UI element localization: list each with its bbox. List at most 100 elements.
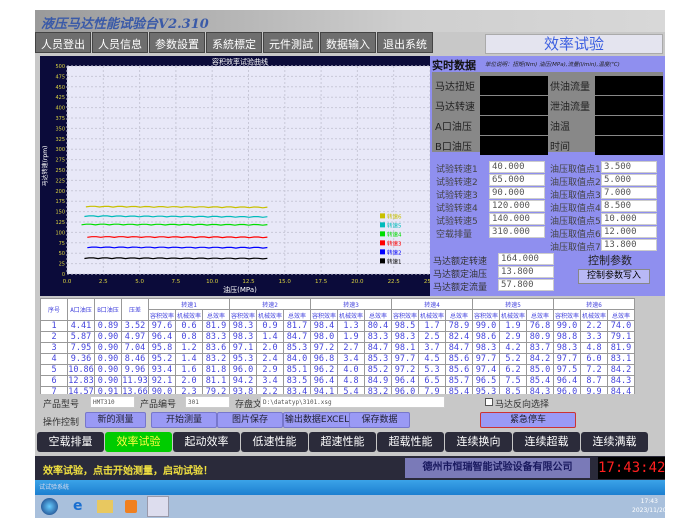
test-tab-3[interactable]: 低速性能 (241, 432, 308, 452)
y-tick-label: 0 (62, 272, 65, 278)
realtime-label: 油温 (550, 122, 570, 133)
test-tab-4[interactable]: 超速性能 (309, 432, 376, 452)
pressure-point-input[interactable]: 5.000 (601, 174, 657, 186)
op-button-0[interactable]: 新的测量 (85, 412, 146, 428)
test-tab-6[interactable]: 连续换向 (445, 432, 512, 452)
model-input[interactable]: HMT310 (90, 396, 135, 408)
y-tick-label: 75 (59, 241, 65, 247)
table-cell: 97.2 (391, 364, 419, 376)
sub-header: 总效率 (364, 309, 392, 321)
media-icon[interactable] (125, 500, 137, 513)
start-icon[interactable] (41, 498, 58, 515)
param-input[interactable]: 140.000 (489, 213, 545, 225)
pressure-point-input[interactable]: 8.500 (601, 200, 657, 212)
table-cell: 84.9 (364, 375, 392, 387)
menu-item-2[interactable]: 参数設置 (149, 32, 205, 53)
write-params-button[interactable]: 控制参数写入 (578, 269, 650, 284)
pressure-point-label: 油压取值点3 (550, 191, 601, 201)
param-input[interactable]: 40.000 (489, 161, 545, 173)
pressure-point-input[interactable]: 7.000 (601, 187, 657, 199)
table-cell: 83.6 (202, 342, 230, 354)
test-tab-8[interactable]: 连续满载 (581, 432, 648, 452)
table-cell: 84.7 (445, 342, 473, 354)
sub-header: 总效率 (607, 309, 635, 321)
param-input[interactable]: 65.000 (489, 174, 545, 186)
series-line-1 (84, 257, 268, 260)
table-cell: 98.4 (310, 320, 338, 332)
table-cell: 97.1 (229, 342, 257, 354)
table-cell: 85.4 (526, 375, 554, 387)
rated-label: 马达额定油压 (433, 270, 488, 280)
table-cell: 5.2 (499, 353, 527, 365)
op-button-2[interactable]: 图片保存 (217, 412, 283, 428)
test-tab-2[interactable]: 起动效率 (173, 432, 240, 452)
legend-label: 转速3 (387, 239, 402, 247)
rated-input[interactable]: 164.000 (498, 253, 554, 265)
rated-input[interactable]: 57.800 (498, 279, 554, 291)
table-cell: 98.3 (229, 331, 257, 343)
table-cell: 7.04 (121, 342, 149, 354)
sub-header: 机械效率 (256, 309, 284, 321)
realtime-label: A口油压 (435, 122, 472, 133)
rated-input[interactable]: 13.800 (498, 266, 554, 278)
op-button-3[interactable]: 输出数据EXCEL (283, 412, 351, 428)
op-button-1[interactable]: 开始测量 (151, 412, 217, 428)
table-cell: 76.8 (526, 320, 554, 332)
folder-icon[interactable] (97, 500, 113, 513)
table-cell: 84.2 (526, 353, 554, 365)
rated-label: 马达额定流量 (433, 283, 488, 293)
menu-item-4[interactable]: 元件測試 (263, 32, 319, 53)
table-cell: 1.6 (175, 364, 203, 376)
tray-date: 2023/11/20 (632, 507, 667, 514)
pressure-point-input[interactable]: 10.000 (601, 213, 657, 225)
table-cell: 0.90 (94, 375, 122, 387)
series-line-3 (87, 236, 268, 239)
table-cell: 98.1 (391, 342, 419, 354)
table-row: 4 9.36 0.90 8.46 95.2 1.4 83.2 95.3 2.4 84.0 96.8 3… (40, 353, 635, 365)
browser-icon[interactable]: e (73, 498, 83, 514)
menu-item-3[interactable]: 系統標定 (206, 32, 262, 53)
param-input[interactable]: 310.000 (489, 226, 545, 238)
file-input[interactable]: D:\datatyp\3101.xsg (260, 396, 445, 408)
test-tab-1[interactable]: 效率试验 (105, 432, 172, 452)
pressure-point-input[interactable]: 12.000 (601, 226, 657, 238)
menu-item-0[interactable]: 人员登出 (35, 32, 91, 53)
table-cell: 80.4 (364, 320, 392, 332)
table-cell: 3.4 (337, 353, 365, 365)
pressure-point-input[interactable]: 13.800 (601, 239, 657, 251)
param-input[interactable]: 120.000 (489, 200, 545, 212)
legend-swatch (380, 240, 385, 246)
reverse-checkbox[interactable] (485, 398, 493, 406)
table-cell: 1.4 (256, 331, 284, 343)
op-button-4[interactable]: 保存数据 (349, 412, 410, 428)
table-cell: 1.2 (175, 342, 203, 354)
menu-item-5[interactable]: 数据输入 (320, 32, 376, 53)
table-cell: 5.3 (418, 364, 446, 376)
serial-input[interactable]: 301 (185, 396, 230, 408)
param-input[interactable]: 90.000 (489, 187, 545, 199)
emergency-stop-button[interactable]: 紧急停车 (480, 412, 576, 428)
model-label: 产品型号 (43, 400, 80, 410)
sub-header: 机械效率 (337, 309, 365, 321)
app-taskbar-icon[interactable] (147, 496, 169, 517)
table-cell: 3.3 (580, 331, 608, 343)
table-cell: 92.1 (148, 375, 176, 387)
bottom-controls: 产品型号 HMT310 产品编号 301 存盘文件 D:\datatyp\310… (35, 394, 665, 480)
sub-header: 机械效率 (499, 309, 527, 321)
x-tick-label: 22.5 (388, 279, 401, 285)
y-tick-label: 50 (59, 251, 65, 257)
pressure-point-input[interactable]: 3.500 (601, 161, 657, 173)
test-tab-7[interactable]: 连续超载 (513, 432, 580, 452)
sub-header: 总效率 (445, 309, 473, 321)
legend-swatch (380, 222, 385, 228)
table-cell: 98.3 (229, 320, 257, 332)
menu-item-1[interactable]: 人员信息 (92, 32, 148, 53)
menu-item-6[interactable]: 退出系统 (377, 32, 433, 53)
table-cell: 6.2 (499, 364, 527, 376)
test-tab-0[interactable]: 空载排量 (37, 432, 104, 452)
sub-header: 总效率 (202, 309, 230, 321)
x-tick-label: 5.0 (135, 279, 144, 285)
sub-header: 总效率 (526, 309, 554, 321)
test-tab-5[interactable]: 超载性能 (377, 432, 444, 452)
y-tick-label: 425 (55, 95, 65, 101)
